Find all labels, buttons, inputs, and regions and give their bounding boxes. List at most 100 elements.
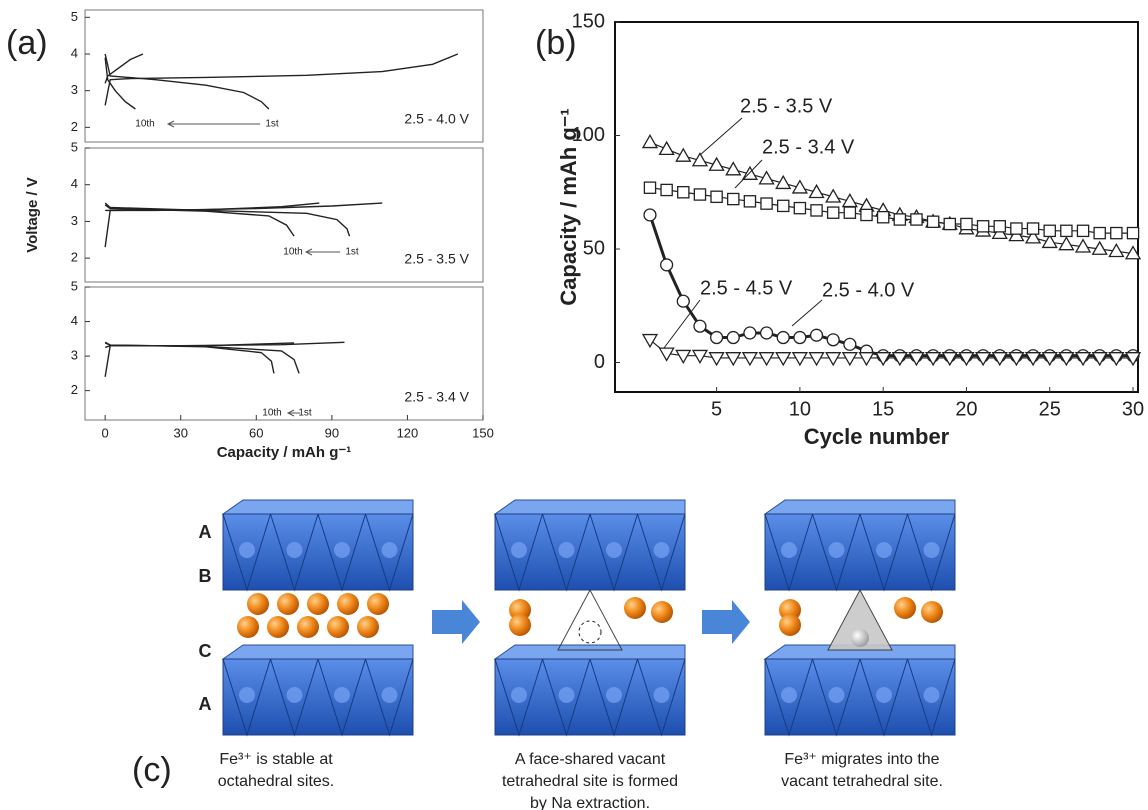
data-point — [1074, 352, 1092, 367]
data-point — [1108, 242, 1125, 258]
data-point — [910, 213, 923, 226]
data-point — [825, 352, 842, 367]
tetrahedron — [557, 588, 623, 651]
octahedron-edge — [494, 658, 543, 737]
plot-frame — [614, 21, 1139, 393]
layer-label: C — [199, 641, 212, 661]
data-point — [1074, 238, 1092, 253]
data-point — [658, 140, 675, 156]
data-point — [791, 352, 809, 367]
x-tick-label: 0 — [102, 425, 109, 440]
slab-top — [493, 644, 686, 660]
series-label: 2.5 - 4.0 V — [822, 279, 915, 301]
octahedron-edge — [542, 658, 591, 737]
data-point — [958, 352, 975, 367]
data-point — [993, 220, 1007, 233]
label-leader — [791, 299, 823, 327]
x-tick-label: 30 — [173, 425, 187, 440]
fe-site — [558, 687, 575, 703]
y-tick-label: 100 — [572, 124, 605, 146]
na-ion — [297, 616, 319, 638]
plot-frame — [84, 9, 484, 143]
octahedron-edge — [907, 658, 956, 737]
data-point — [1026, 222, 1040, 235]
fe-site — [381, 542, 398, 558]
y-tick-label: 50 — [583, 237, 605, 259]
data-point — [660, 258, 674, 272]
data-point — [710, 330, 724, 345]
fe-site — [876, 687, 892, 703]
slab-top — [763, 499, 956, 515]
caption-line: Fe³⁺ migrates into the — [784, 751, 939, 768]
data-point — [1024, 352, 1042, 367]
y-tick-label: 2 — [71, 119, 78, 134]
data-point — [876, 210, 890, 224]
data-point — [826, 333, 840, 347]
data-point — [825, 188, 842, 203]
voltage-curve — [104, 342, 275, 374]
data-point — [658, 347, 675, 362]
data-point — [693, 188, 707, 201]
cycle-label: 10th — [135, 119, 154, 130]
x-tick-label: 30 — [1122, 398, 1144, 420]
data-point — [908, 352, 925, 367]
y-tick-label: 3 — [71, 213, 78, 228]
caption-line: octahedral sites. — [218, 773, 335, 790]
data-point — [1091, 352, 1108, 367]
fe-site — [239, 687, 255, 703]
data-point — [1076, 224, 1090, 238]
data-point — [843, 337, 857, 351]
octahedron-edge — [589, 658, 638, 737]
fe-site — [286, 687, 303, 703]
data-point — [675, 147, 692, 162]
y-tick-label: 5 — [71, 139, 78, 154]
data-point — [809, 328, 824, 342]
data-point — [974, 352, 992, 367]
fe-site — [286, 542, 303, 558]
data-point — [776, 199, 790, 213]
data-point — [960, 217, 973, 231]
y-axis-label: Voltage / V — [24, 177, 41, 253]
data-point — [1058, 236, 1075, 251]
fe-site — [334, 542, 350, 558]
data-point — [643, 208, 657, 222]
fe-site — [239, 542, 255, 558]
data-point — [1060, 224, 1073, 238]
octahedron-edge — [542, 513, 591, 592]
data-point — [1108, 352, 1125, 367]
data-point — [775, 174, 792, 190]
fe-site — [511, 687, 527, 703]
data-point — [1126, 226, 1140, 240]
data-point — [660, 183, 673, 197]
data-point — [1091, 240, 1108, 255]
process-arrow — [432, 600, 480, 644]
series-label: 2.5 - 3.5 V — [740, 95, 833, 117]
data-point — [1010, 222, 1023, 235]
data-point — [758, 352, 775, 367]
series-label: 2.5 - 4.5 V — [700, 277, 793, 299]
data-point — [676, 294, 690, 308]
data-point — [793, 201, 807, 215]
data-point — [641, 333, 659, 349]
fe-site — [876, 542, 892, 558]
data-point — [893, 213, 907, 226]
octahedron-edge — [317, 513, 366, 592]
octahedron-edge — [637, 513, 686, 592]
fe-site — [381, 687, 398, 703]
voltage-curve — [105, 202, 320, 212]
fe-site — [511, 542, 527, 558]
octahedron-edge — [812, 513, 861, 592]
data-point — [808, 352, 825, 367]
octahedron-edge — [764, 658, 813, 737]
voltage-curve — [104, 57, 136, 110]
x-tick-label: 15 — [872, 398, 894, 420]
data-point — [858, 352, 875, 367]
data-point — [1124, 245, 1142, 260]
octahedron-edge — [859, 513, 908, 592]
octahedron-edge — [812, 658, 861, 737]
octahedron-edge — [907, 513, 956, 592]
x-tick-label: 150 — [472, 425, 494, 440]
na-ion — [509, 614, 531, 636]
layer-label: A — [199, 694, 212, 714]
